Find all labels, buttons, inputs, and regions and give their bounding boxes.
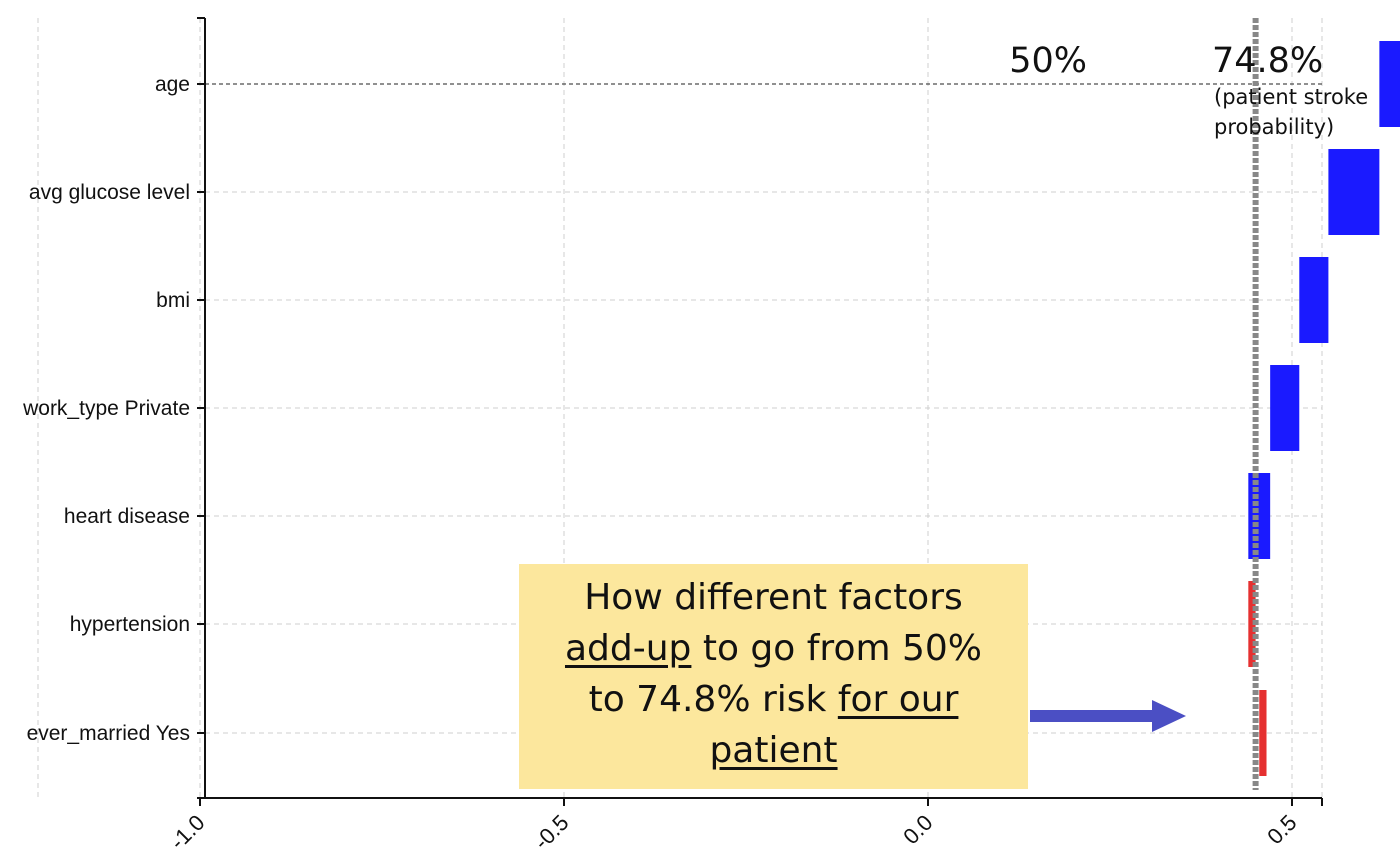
y-tick-label: bmi xyxy=(156,289,190,312)
callout-text-3: to 74.8% risk xyxy=(589,679,838,720)
bar-avg-glucose-level xyxy=(1328,149,1379,235)
callout-box: How different factors add-up to go from … xyxy=(519,564,1028,789)
arrow xyxy=(1030,700,1186,732)
callout-line-4: patient xyxy=(519,725,1028,776)
y-tick-label: avg glucose level xyxy=(29,181,190,204)
y-tick-label: heart disease xyxy=(64,505,190,528)
callout-text-forour: for our xyxy=(838,679,959,720)
callout-text-2: to go from 50% xyxy=(691,628,982,669)
x-tick-label: 0.5 xyxy=(1262,810,1301,849)
y-tick-label: age xyxy=(155,73,190,96)
x-axis-labels: -2.0-1.5-1.0-0.50.00.51.0 xyxy=(0,810,1400,851)
x-tick-label: 0.0 xyxy=(898,810,937,849)
final-sub-label-2: probability) xyxy=(1214,115,1334,139)
callout-line-1: How different factors xyxy=(519,572,1028,623)
bar-age xyxy=(1379,41,1400,127)
y-tick-label: hypertension xyxy=(70,613,190,636)
callout-line-2: add-up to go from 50% xyxy=(519,623,1028,674)
bars xyxy=(1248,41,1400,776)
base-label: 50% xyxy=(1009,41,1087,81)
bar-heart-disease xyxy=(1248,473,1270,559)
bar-bmi xyxy=(1299,257,1328,343)
callout-text-patient: patient xyxy=(709,730,837,771)
bar-ever-married-yes xyxy=(1259,690,1266,776)
final-sub-label-1: (patient stroke xyxy=(1214,85,1368,109)
y-tick-label: ever_married Yes xyxy=(27,722,190,745)
x-tick-label: -0.5 xyxy=(529,810,573,851)
callout-line-3: to 74.8% risk for our xyxy=(519,674,1028,725)
annotations: 50% 74.8% (patient stroke probability) xyxy=(1009,41,1368,139)
y-tick-label: work_type Private xyxy=(22,397,190,420)
arrow-head xyxy=(1152,700,1186,732)
final-label: 74.8% xyxy=(1212,41,1323,81)
callout-text-addup: add-up xyxy=(565,628,691,669)
y-axis-labels: age avg glucose level bmi work_type Private… xyxy=(22,73,190,745)
x-tick-label: -1.0 xyxy=(165,810,209,851)
bar-work-type-private xyxy=(1270,365,1299,451)
callout-text-1: How different factors xyxy=(584,577,963,618)
